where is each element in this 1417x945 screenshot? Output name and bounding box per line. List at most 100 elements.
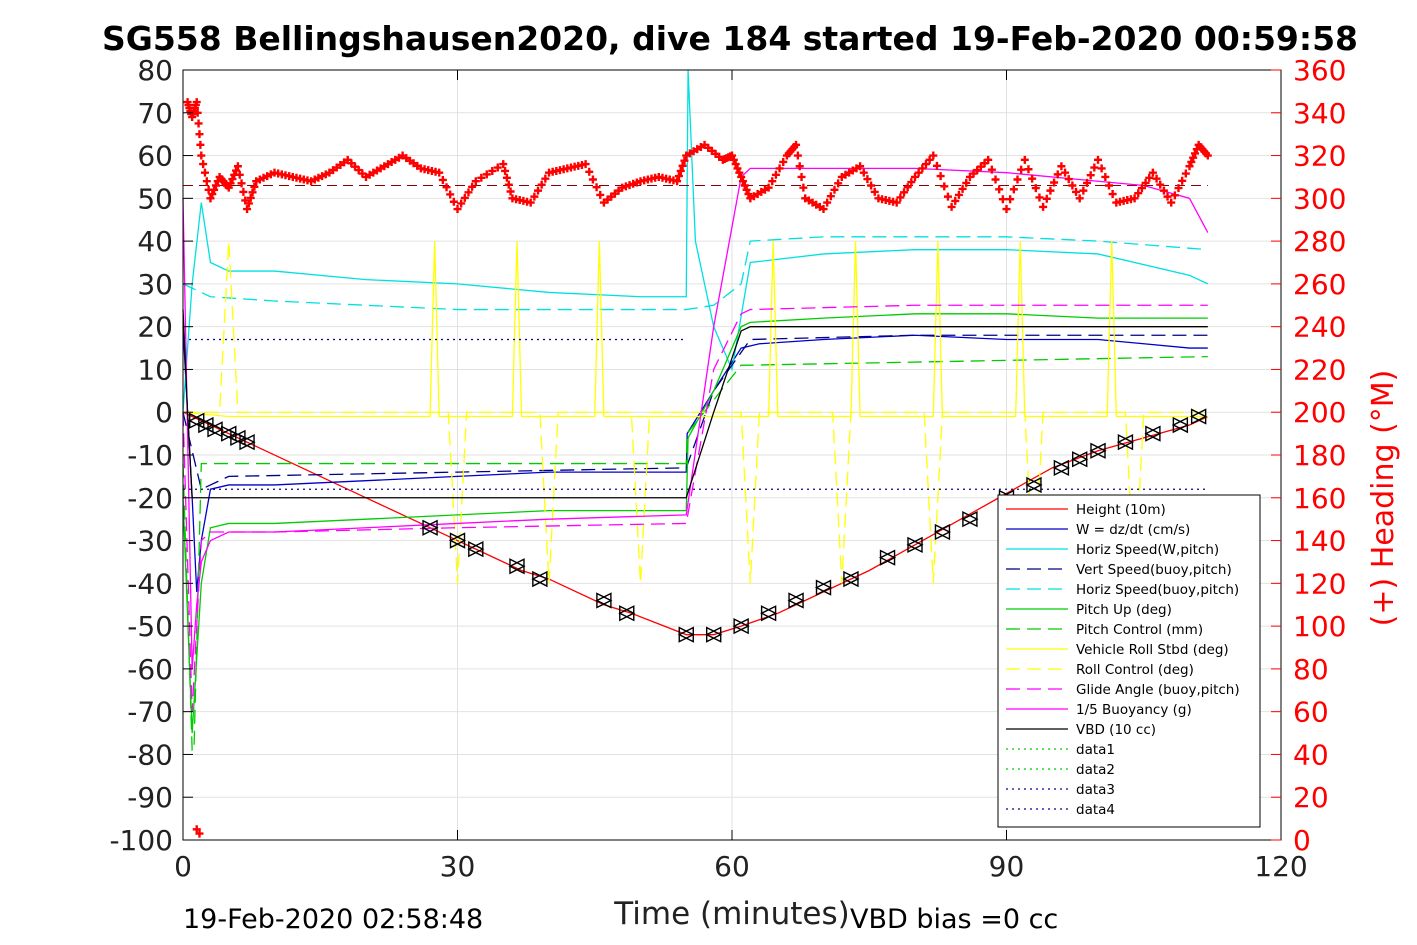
depth-marker: [842, 570, 859, 588]
heading-point: [792, 140, 801, 149]
heading-point: [1061, 168, 1070, 177]
heading-point: [196, 140, 205, 149]
y-tick-label: -30: [127, 525, 173, 558]
heading-point: [1053, 170, 1062, 179]
heading-point: [1159, 186, 1168, 195]
heading-point: [947, 202, 956, 211]
heading-point: [744, 190, 753, 199]
y2-tick-label: 60: [1293, 696, 1329, 729]
series-line-vert-speed-buoy-pitch: [182, 334, 1208, 491]
series-line-horiz-speed-w-pitch: [182, 69, 1209, 413]
heading-point: [932, 161, 941, 170]
heading-point: [232, 166, 241, 175]
legend-label: Vert Speed(buoy,pitch): [1076, 562, 1232, 578]
heading-point: [592, 183, 601, 192]
heading-point: [435, 168, 444, 177]
heading-point: [918, 164, 927, 173]
heading-point: [199, 160, 208, 169]
y2-tick-label: 200: [1293, 396, 1346, 429]
legend-box: [997, 494, 1261, 828]
heading-point: [541, 174, 550, 183]
heading-point: [731, 160, 740, 169]
heading-point: [740, 181, 749, 190]
heading-point: [446, 190, 455, 199]
y-tick-label: 50: [137, 182, 173, 215]
depth-marker: [732, 617, 749, 635]
heading-point: [771, 170, 780, 179]
series-line-vehicle-roll-stbd-deg: [182, 241, 1208, 418]
depth-marker: [1171, 416, 1189, 434]
heading-point: [834, 179, 843, 188]
y2-tick-label: 80: [1293, 653, 1329, 686]
heading-point: [193, 108, 202, 117]
legend-label: data1: [1076, 742, 1115, 758]
heading-point: [477, 173, 486, 182]
heading-point: [775, 164, 784, 173]
heading-point: [680, 156, 689, 165]
depth-marker: [1025, 476, 1042, 494]
heading-point: [1046, 186, 1055, 195]
heading-point: [581, 160, 590, 169]
heading-point: [1163, 192, 1172, 201]
heading-point: [823, 198, 832, 207]
heading-point: [1031, 184, 1040, 193]
heading-point: [504, 180, 513, 189]
heading-point: [224, 183, 233, 192]
heading-point: [449, 197, 458, 206]
heading-point: [1094, 155, 1102, 164]
y2-tick-label: 120: [1293, 567, 1346, 600]
series-line-height-10m: [182, 411, 1209, 636]
depth-marker: [448, 532, 466, 549]
heading-outlier-point: [192, 825, 201, 834]
heading-point: [585, 167, 594, 176]
legend-label: Vehicle Roll Stbd (deg): [1076, 642, 1229, 658]
heading-point: [856, 162, 865, 171]
heading-point: [830, 185, 839, 194]
depth-marker: [961, 511, 978, 528]
y-tick-label: 60: [137, 140, 173, 173]
heading-point: [900, 188, 909, 197]
heading-series: [183, 98, 1212, 838]
y2-tick-label: 300: [1293, 182, 1346, 215]
y2-tick-label: 140: [1293, 525, 1346, 558]
heading-point: [738, 177, 747, 186]
heading-point: [239, 187, 248, 196]
depth-marker: [1190, 408, 1207, 425]
heading-point: [903, 183, 912, 192]
series-line-vbd-10-cc: [182, 309, 1208, 499]
footer-vbd-bias: VBD bias =0 cc: [850, 904, 1058, 935]
heading-point: [987, 165, 996, 174]
depth-marker: [906, 536, 923, 553]
heading-point: [1187, 157, 1196, 166]
heading-point: [1167, 198, 1176, 207]
heading-point: [464, 188, 473, 197]
heading-point: [1108, 190, 1117, 199]
heading-point: [995, 185, 1004, 194]
y2-tick-label: 360: [1293, 54, 1346, 87]
heading-point: [936, 172, 945, 181]
heading-point: [676, 166, 685, 175]
heading-point: [1086, 171, 1095, 180]
heading-point: [208, 190, 217, 199]
depth-marker: [1071, 451, 1088, 468]
heading-point: [460, 193, 469, 202]
heading-point: [1181, 169, 1190, 178]
heading-point: [793, 151, 802, 160]
depth-marker: [760, 605, 777, 622]
y2-axis-label: (+) Heading (°M): [1366, 370, 1401, 627]
heading-point: [951, 196, 960, 205]
depth-marker: [1172, 416, 1189, 434]
depth-marker: [1116, 434, 1134, 451]
heading-point: [235, 170, 244, 179]
heading-point: [1050, 178, 1059, 187]
heading-point: [210, 185, 219, 194]
heading-point: [728, 151, 736, 160]
heading-point: [453, 205, 462, 214]
x-tick-label: 120: [1254, 850, 1307, 883]
y-tick-label: 20: [137, 311, 173, 344]
legend-label: Glide Angle (buoy,pitch): [1076, 682, 1240, 698]
heading-point: [596, 190, 605, 199]
legend-label: Height (10m): [1076, 502, 1166, 518]
heading-point: [914, 168, 923, 177]
